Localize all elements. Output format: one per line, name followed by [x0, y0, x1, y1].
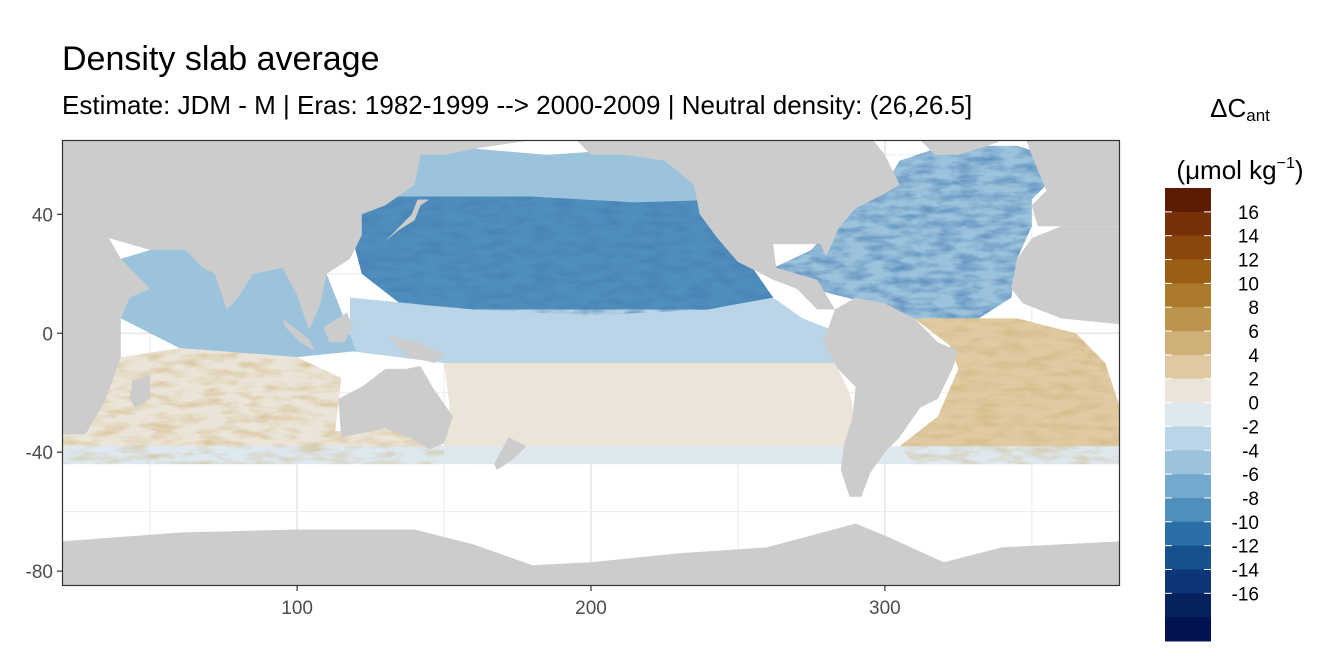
land-north-america	[576, 140, 900, 310]
legend-swatch	[1165, 450, 1211, 475]
legend-label: 4	[1248, 346, 1259, 367]
legend-swatch	[1165, 354, 1211, 380]
land-europe-west	[1026, 140, 1120, 227]
land-sumatra	[282, 318, 315, 352]
legend-swatch	[1165, 569, 1211, 594]
x-tick-label: 200	[575, 598, 607, 619]
legend-label: -2	[1242, 417, 1259, 438]
legend-swatch	[1165, 307, 1211, 332]
legend-label: 10	[1238, 274, 1259, 295]
legend-swatch	[1165, 497, 1211, 523]
y-tick-label: -40	[26, 443, 53, 464]
legend-swatch	[1165, 474, 1211, 499]
chart-title: Density slab average	[62, 40, 380, 78]
legend-label: 14	[1238, 227, 1260, 248]
legend-swatch	[1165, 402, 1211, 427]
legend-swatch	[1165, 283, 1211, 308]
legend-swatch	[1165, 378, 1211, 404]
legend-swatch	[1165, 259, 1211, 284]
legend-swatch	[1165, 331, 1211, 356]
region-south-pacific-subtropics	[444, 363, 856, 465]
legend-label: -12	[1232, 537, 1259, 558]
legend-label: -6	[1242, 465, 1259, 486]
legend-title: ΔCant (μmol kg−1)	[1160, 84, 1320, 194]
land-masses	[62, 140, 1120, 586]
land-australia	[338, 366, 453, 450]
legend-label: 8	[1248, 298, 1259, 319]
region-north-pacific-subpolar	[355, 145, 733, 203]
land-africa	[62, 140, 151, 435]
legend-swatch	[1165, 617, 1211, 642]
land-japan	[385, 199, 430, 242]
legend-label: -8	[1242, 489, 1259, 510]
legend-swatch	[1165, 545, 1211, 570]
legend-title-quantity: ΔCant	[1210, 93, 1270, 125]
legend-swatch	[1165, 235, 1211, 261]
texture-pacific	[350, 196, 774, 316]
land-antarctica	[62, 523, 1120, 586]
y-tick-label: 0	[42, 324, 53, 345]
legend-label: -14	[1232, 560, 1260, 581]
legend-swatch	[1165, 521, 1211, 547]
land-north-africa-w	[1011, 226, 1120, 325]
region-equatorial-pacific	[350, 297, 841, 375]
legend-label: -10	[1232, 513, 1259, 534]
land-new-zealand	[494, 437, 527, 470]
legend-swatch	[1165, 426, 1211, 451]
legend-swatch	[1165, 188, 1211, 213]
legend-label: -4	[1242, 441, 1259, 462]
legend-label: 2	[1248, 370, 1259, 391]
land-greenland	[920, 140, 1003, 155]
legend-title-unit: (μmol kg−1)	[1176, 155, 1304, 185]
legend-label: 6	[1248, 322, 1259, 343]
texture-atlantic	[773, 145, 1062, 319]
land-madagascar	[129, 374, 151, 408]
legend-swatch	[1165, 211, 1211, 237]
x-tick-label: 100	[281, 598, 313, 619]
y-tick-label: -80	[26, 562, 53, 583]
map-panel	[61, 139, 1121, 587]
land-new-guinea	[388, 336, 445, 363]
panel-border	[61, 139, 1121, 587]
land-south-america	[823, 297, 959, 497]
legend-label: -16	[1232, 584, 1259, 605]
x-tick-label: 300	[869, 598, 901, 619]
land-borneo	[323, 312, 353, 343]
land-eurasia	[62, 140, 533, 331]
chart-subtitle: Estimate: JDM - M | Eras: 1982-1999 --> …	[62, 90, 973, 120]
y-tick-label: 40	[32, 205, 53, 226]
legend-label: 0	[1248, 394, 1259, 415]
legend-swatch	[1165, 593, 1211, 618]
legend-label: 16	[1238, 203, 1259, 224]
legend-label: 12	[1238, 251, 1259, 272]
